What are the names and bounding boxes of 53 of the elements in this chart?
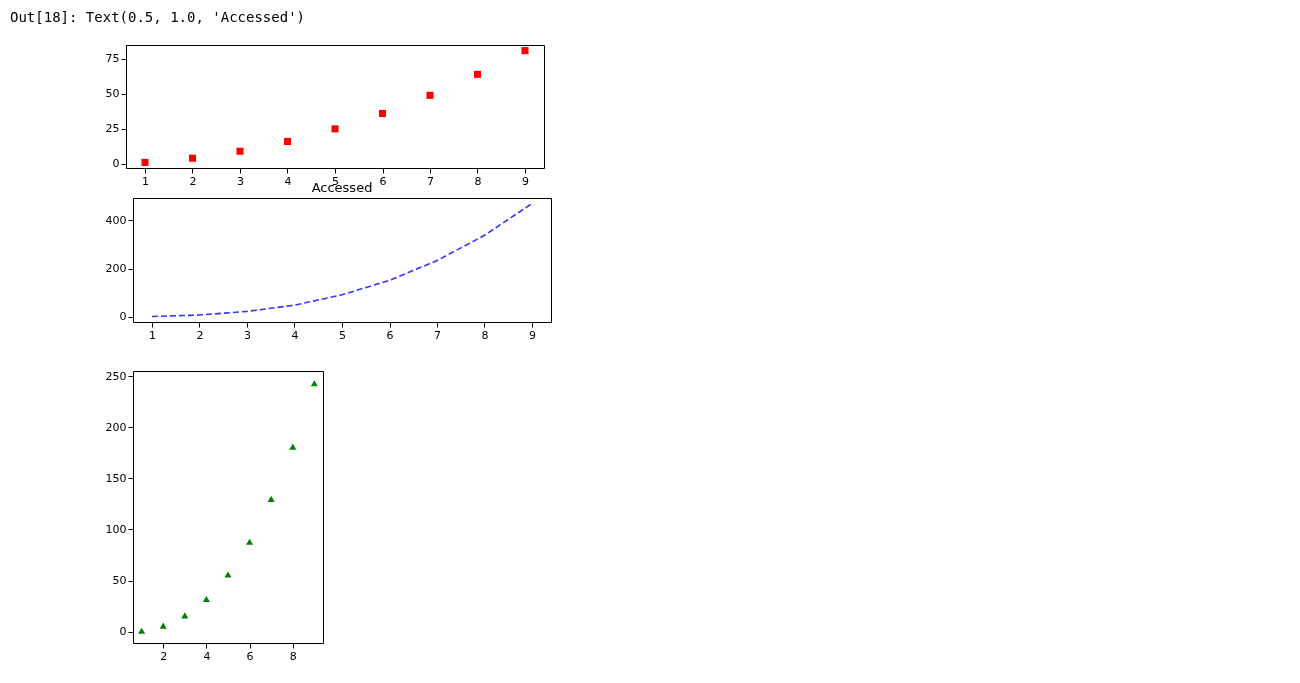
x-tick-label: 2	[189, 174, 197, 188]
point	[224, 571, 232, 578]
point	[138, 627, 146, 634]
x-tick-label: 4	[203, 649, 211, 663]
x-tick-label: 2	[196, 328, 204, 342]
point	[426, 91, 434, 99]
y-tick-label: 25	[105, 122, 120, 136]
point	[202, 595, 210, 603]
x-tick-label: 4	[291, 328, 299, 342]
y-tick-label: 100	[105, 523, 127, 536]
point	[378, 109, 387, 118]
y-tick-label: 0	[119, 310, 127, 324]
point	[283, 137, 292, 145]
x-tick-label: 2	[160, 649, 168, 663]
text: Out[18]: Text(0.5, 1.0, 'Accessed')	[10, 9, 306, 25]
y-tick-label: 250	[105, 369, 127, 383]
point	[246, 538, 254, 545]
x-tick-label: 3	[244, 328, 251, 342]
y-tick-label: 75	[105, 52, 120, 66]
x-tick-label: 5	[339, 328, 346, 342]
line-series	[151, 202, 533, 318]
y-tick-label: 200	[105, 262, 127, 276]
x-tick-label: 9	[522, 174, 529, 188]
x-tick-label: 8	[289, 649, 297, 663]
point	[236, 147, 244, 155]
x-tick-label: 6	[386, 328, 394, 342]
x-tick-label: 4	[284, 174, 292, 188]
x-tick-label: 8	[474, 174, 482, 188]
x-tick-label: 6	[379, 174, 387, 188]
point	[473, 70, 482, 78]
x-tick-label: 3	[237, 174, 244, 188]
y-tick-label: 50	[105, 87, 120, 101]
y-tick-label: 0	[112, 157, 120, 171]
x-tick-label: 7	[427, 174, 434, 188]
point	[289, 443, 297, 450]
y-tick-label: 50	[112, 574, 127, 588]
point	[521, 47, 529, 55]
x-tick-label: 9	[529, 328, 536, 342]
point	[267, 495, 275, 502]
y-tick-label: 0	[119, 625, 127, 639]
x-tick-label: 7	[434, 328, 441, 342]
x-tick-label: 6	[246, 649, 254, 663]
x-tick-label: 8	[481, 328, 489, 342]
point	[188, 154, 197, 162]
point	[310, 380, 318, 387]
x-tick-label: 1	[149, 328, 156, 342]
point	[141, 158, 149, 166]
y-tick-label: 400	[105, 213, 127, 227]
y-tick-label: 150	[105, 471, 127, 485]
y-tick-label: 200	[105, 420, 127, 434]
point	[331, 125, 339, 133]
x-tick-label: 1	[142, 174, 149, 188]
point	[159, 622, 167, 629]
